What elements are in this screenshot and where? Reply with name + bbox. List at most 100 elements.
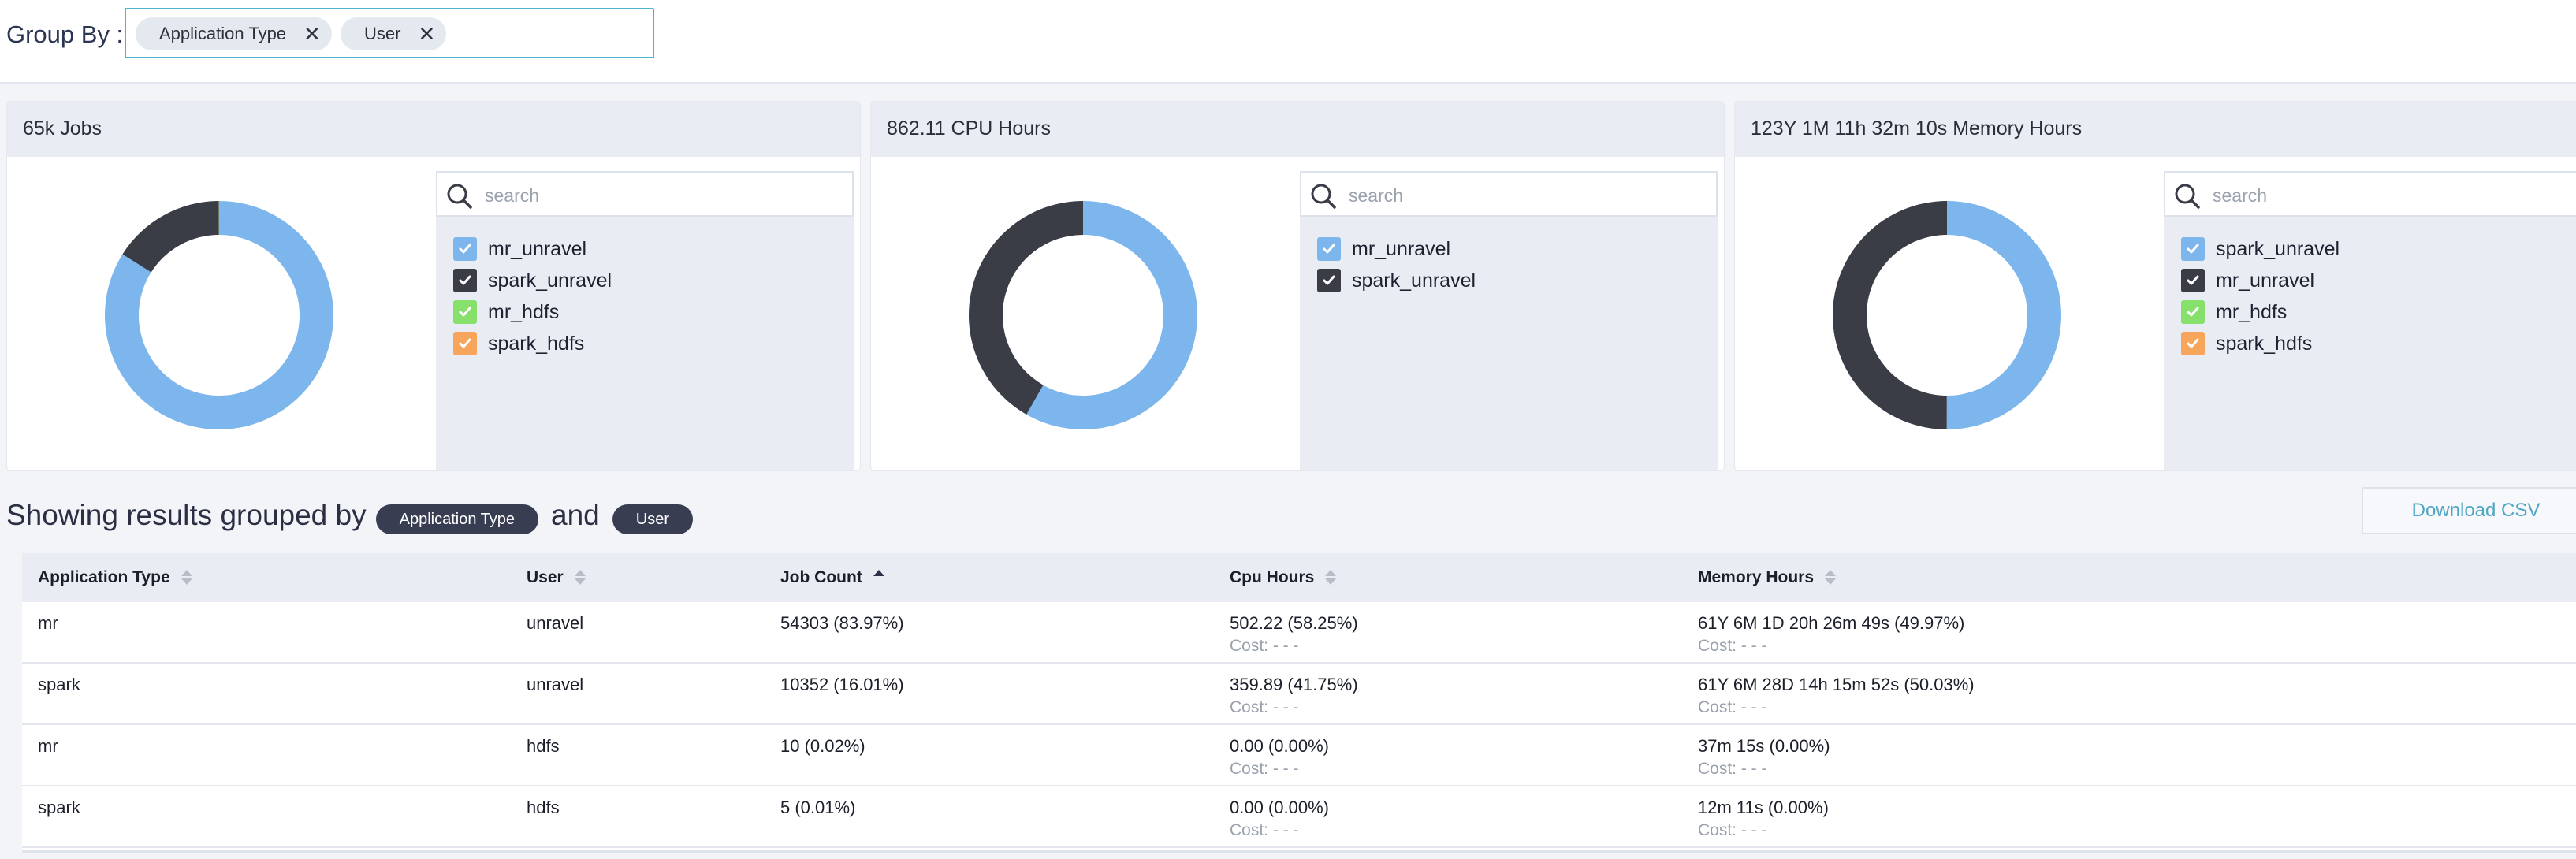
legend-item[interactable]: mr_unravel (453, 236, 586, 262)
checkbox-checked-icon[interactable] (453, 237, 477, 261)
search-placeholder: search (1349, 185, 1404, 206)
cell-cpu-hours: 502.22 (58.25%) (1230, 613, 1358, 633)
column-header-job-count[interactable]: Job Count (780, 568, 884, 587)
sort-icon (574, 570, 586, 586)
column-label: Memory Hours (1698, 568, 1815, 586)
cpu-hours-card: 862.11 CPU Hours search mr_unravel spark_… (870, 101, 1725, 471)
results-joiner: and (551, 499, 600, 531)
card-title: 862.11 CPU Hours (871, 102, 1724, 157)
sort-ascending-icon (873, 570, 884, 586)
group-by-bar: Group By : Application Type ✕ User ✕ (0, 0, 2576, 84)
group-by-input[interactable]: Application Type ✕ User ✕ (125, 8, 654, 58)
legend-item[interactable]: mr_hdfs (2181, 299, 2287, 325)
cell-application-type: mr (38, 736, 58, 756)
checkbox-checked-icon[interactable] (1317, 237, 1341, 261)
checkbox-checked-icon[interactable] (1317, 269, 1341, 292)
checkbox-checked-icon[interactable] (2181, 237, 2205, 261)
results-heading: Showing results grouped by Application T… (6, 499, 705, 534)
legend-label: spark_unravel (488, 269, 612, 292)
legend-item[interactable]: spark_hdfs (2181, 330, 2312, 357)
legend-item[interactable]: mr_unravel (2181, 267, 2314, 294)
legend-label: mr_unravel (1352, 237, 1451, 260)
cell-job-count: 5 (0.01%) (780, 798, 856, 817)
legend-item[interactable]: spark_hdfs (453, 330, 584, 357)
card-title: 123Y 1M 11h 32m 10s Memory Hours (1735, 102, 2576, 157)
cell-cpu-hours: 0.00 (0.00%) (1230, 798, 1329, 817)
remove-chip-icon[interactable]: ✕ (303, 21, 321, 46)
cell-memory-cost: Cost: - - - (1698, 637, 1767, 655)
search-icon (447, 184, 472, 209)
column-label: Cpu Hours (1230, 568, 1315, 586)
checkbox-checked-icon[interactable] (2181, 269, 2205, 292)
legend-label: mr_hdfs (488, 300, 560, 323)
checkbox-checked-icon[interactable] (2181, 300, 2205, 324)
cell-memory-hours: 61Y 6M 28D 14h 15m 52s (50.03%) (1698, 675, 1975, 694)
column-label: User (527, 568, 564, 586)
donut-slice-mr-unravel[interactable] (1833, 201, 1947, 430)
donut-slice-spark-unravel[interactable] (969, 201, 1083, 415)
legend-item[interactable]: spark_unravel (2181, 236, 2340, 262)
cell-cpu-cost: Cost: - - - (1230, 760, 1299, 778)
column-header-application-type[interactable]: Application Type (38, 568, 192, 587)
cell-user: hdfs (527, 736, 560, 756)
sort-icon (1325, 570, 1337, 586)
group-pill-user: User (612, 504, 693, 534)
donut-slice-mr-unravel[interactable] (1026, 201, 1197, 430)
cell-memory-hours: 37m 15s (0.00%) (1698, 736, 1830, 756)
column-header-memory-hours[interactable]: Memory Hours (1698, 568, 1837, 587)
table-row[interactable]: mr hdfs 10 (0.02%) 0.00 (0.00%) Cost: - … (22, 725, 2576, 786)
cell-job-count: 54303 (83.97%) (780, 613, 904, 633)
legend-search-input[interactable]: search (2164, 171, 2576, 217)
checkbox-checked-icon[interactable] (453, 300, 477, 324)
chip-label: User (364, 24, 401, 43)
chip-application-type: Application Type ✕ (136, 17, 332, 50)
donut-slice-mr-unravel[interactable] (105, 201, 333, 430)
legend-item[interactable]: mr_hdfs (453, 299, 559, 325)
remove-chip-icon[interactable]: ✕ (418, 21, 436, 46)
legend-item[interactable]: mr_unravel (1317, 236, 1450, 262)
checkbox-checked-icon[interactable] (453, 269, 477, 292)
search-icon (1311, 184, 1336, 209)
chip-user: User ✕ (341, 17, 447, 50)
search-placeholder: search (2213, 185, 2268, 206)
column-label: Job Count (780, 568, 862, 586)
group-by-label: Group By : (6, 20, 124, 48)
cell-application-type: mr (38, 613, 58, 633)
checkbox-checked-icon[interactable] (2181, 332, 2205, 355)
jobs-donut-chart (105, 201, 333, 430)
donut-slice-spark-unravel[interactable] (1946, 201, 2061, 430)
legend-label: mr_hdfs (2216, 300, 2288, 323)
table-row[interactable]: spark hdfs 5 (0.01%) 0.00 (0.00%) Cost: … (22, 786, 2576, 848)
legend-label: mr_unravel (2216, 269, 2315, 292)
cell-memory-cost: Cost: - - - (1698, 821, 1767, 839)
legend-search-input[interactable]: search (1300, 171, 1718, 217)
legend-label: spark_unravel (2216, 237, 2340, 260)
results-table: Application Type User Job Count Cpu Hour… (22, 553, 2576, 850)
cell-application-type: spark (38, 675, 80, 694)
cell-job-count: 10352 (16.01%) (780, 675, 904, 694)
legend-item[interactable]: spark_unravel (453, 267, 612, 294)
checkbox-checked-icon[interactable] (453, 332, 477, 355)
cell-memory-hours: 61Y 6M 1D 20h 26m 49s (49.97%) (1698, 613, 1965, 633)
cell-user: hdfs (527, 798, 560, 817)
download-csv-button[interactable]: Download CSV (2362, 487, 2576, 534)
legend-label: mr_unravel (488, 237, 587, 260)
cell-memory-hours: 12m 11s (0.00%) (1698, 798, 1829, 817)
legend-search-input[interactable]: search (436, 171, 854, 217)
column-header-user[interactable]: User (527, 568, 586, 587)
column-header-cpu-hours[interactable]: Cpu Hours (1230, 568, 1337, 587)
table-header: Application Type User Job Count Cpu Hour… (22, 553, 2576, 602)
legend-item[interactable]: spark_unravel (1317, 267, 1476, 294)
cell-cpu-cost: Cost: - - - (1230, 821, 1299, 839)
cell-cpu-cost: Cost: - - - (1230, 698, 1299, 716)
jobs-card: 65k Jobs search mr_unravel spark_unravel m… (6, 101, 861, 471)
cell-user: unravel (527, 675, 584, 694)
table-row[interactable]: spark unravel 10352 (16.01%) 359.89 (41.… (22, 664, 2576, 725)
search-icon (2175, 184, 2200, 209)
table-row[interactable]: mr unravel 54303 (83.97%) 502.22 (58.25%… (22, 602, 2576, 664)
cpu-donut-chart (969, 201, 1197, 430)
cell-cpu-cost: Cost: - - - (1230, 637, 1299, 655)
donut-slice-spark-unravel[interactable] (122, 201, 219, 273)
